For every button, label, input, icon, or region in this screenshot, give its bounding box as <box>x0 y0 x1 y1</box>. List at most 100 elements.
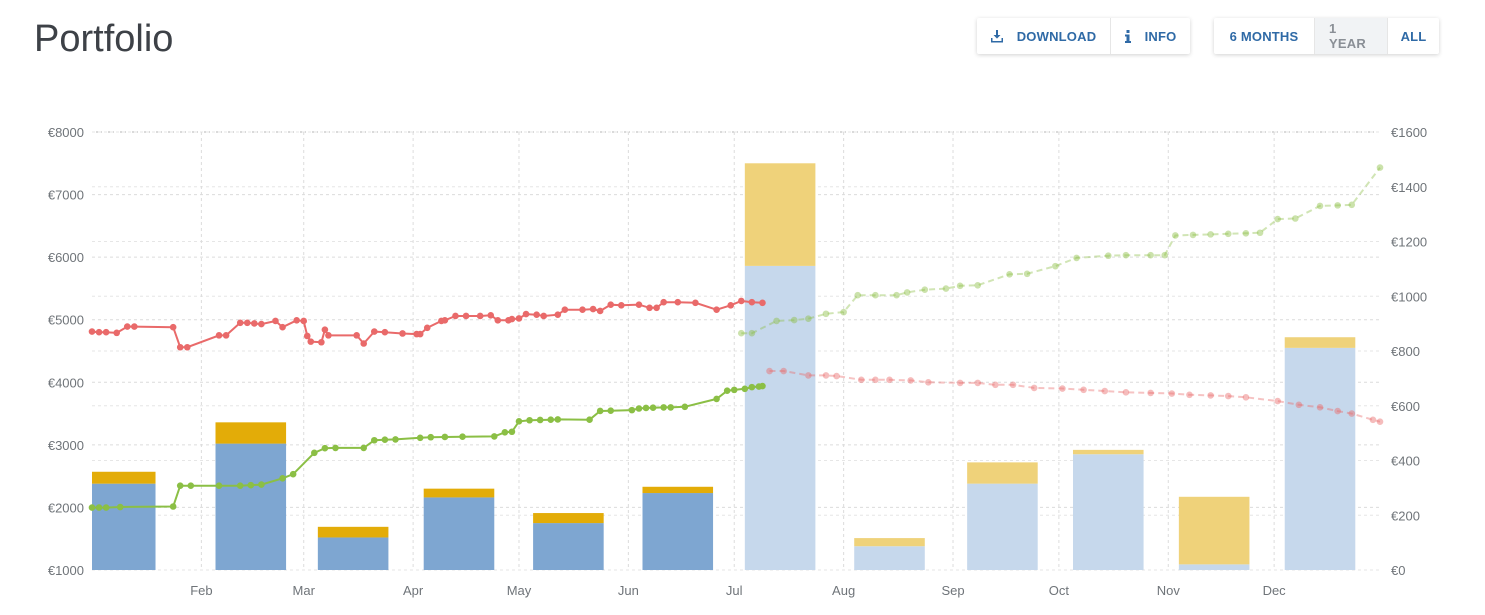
point-red <box>589 305 597 313</box>
point-red-projected <box>822 372 830 379</box>
point-green <box>586 416 593 424</box>
point-green-projected <box>854 291 862 299</box>
point-green-projected <box>1161 251 1169 259</box>
left-axis-tick-label: €7000 <box>48 188 84 203</box>
range-all-button[interactable]: ALL <box>1387 18 1439 54</box>
point-red <box>713 306 720 314</box>
point-red-projected <box>1207 392 1214 399</box>
point-green <box>392 436 399 443</box>
point-green <box>321 444 329 452</box>
point-red <box>674 298 682 306</box>
info-button[interactable]: INFO <box>1110 18 1190 54</box>
point-red <box>371 328 378 335</box>
point-red <box>561 306 569 314</box>
point-green-projected <box>1073 254 1080 262</box>
point-red <box>279 323 286 331</box>
point-red <box>646 304 653 312</box>
bar-base <box>1072 454 1144 570</box>
point-green <box>258 481 265 488</box>
point-green <box>515 418 523 425</box>
point-green <box>730 386 738 394</box>
range-button-group: 6 MONTHS 1 YEAR ALL <box>1214 18 1439 54</box>
chart-grid <box>92 131 1380 571</box>
export-button-group: DOWNLOAD INFO <box>977 18 1190 54</box>
bar-top <box>215 422 287 444</box>
point-red <box>522 310 530 318</box>
point-green <box>490 433 498 440</box>
point-green <box>547 416 555 424</box>
point-red-projected <box>1316 404 1324 411</box>
download-label: DOWNLOAD <box>1016 28 1097 44</box>
bar-top <box>642 486 714 494</box>
point-red-projected <box>780 367 787 375</box>
right-axis-tick-label: €800 <box>1391 344 1420 359</box>
point-red <box>113 329 121 337</box>
point-red <box>321 326 329 334</box>
point-green <box>459 433 466 440</box>
point-red-projected <box>1080 386 1087 394</box>
left-axis-tick-label: €5000 <box>48 313 84 328</box>
point-green-projected <box>1348 201 1356 209</box>
bar-top <box>423 488 495 498</box>
point-red-projected <box>956 379 964 387</box>
point-red <box>236 319 244 327</box>
point-green-projected <box>893 291 900 299</box>
x-axis-tick-label: Mar <box>293 583 316 598</box>
point-green <box>681 403 689 411</box>
point-green <box>332 444 339 452</box>
point-green-projected <box>974 282 982 289</box>
right-axis-tick-label: €1000 <box>1391 289 1427 304</box>
point-green <box>635 405 643 412</box>
point-green-projected <box>921 286 929 293</box>
line-series-green-projected <box>741 166 1381 335</box>
point-red-projected <box>1224 392 1232 400</box>
bar-top <box>1178 496 1250 565</box>
x-axis-tick-label: May <box>507 583 532 598</box>
point-green-projected <box>1189 231 1197 239</box>
bar-base <box>642 493 714 570</box>
range-6-months-button[interactable]: 6 MONTHS <box>1229 28 1299 44</box>
point-green-projected <box>1122 251 1130 259</box>
point-red-projected <box>992 381 999 389</box>
point-green <box>536 416 544 424</box>
point-green <box>360 444 368 452</box>
point-red <box>293 317 300 324</box>
point-green <box>381 436 389 443</box>
point-red <box>176 343 184 351</box>
download-button[interactable]: DOWNLOAD <box>977 18 1110 54</box>
x-axis-tick-label: Jun <box>618 583 639 598</box>
left-axis-tick-label: €3000 <box>48 438 84 453</box>
point-green <box>759 382 766 390</box>
point-red-projected <box>1009 381 1017 389</box>
bar-base <box>317 537 389 570</box>
point-green-projected <box>1207 231 1214 238</box>
point-red <box>660 298 667 306</box>
point-green-projected <box>1274 215 1281 223</box>
point-red <box>102 328 110 336</box>
point-green <box>748 383 756 391</box>
point-red <box>258 320 265 328</box>
x-axis-tick-label: Sep <box>941 583 964 598</box>
chart-bars <box>92 163 1356 570</box>
left-axis-tick-label: €1000 <box>48 563 84 578</box>
point-green-projected <box>1334 202 1341 209</box>
bar-base <box>215 443 287 570</box>
line-series-red <box>91 299 763 349</box>
point-green-projected <box>1242 229 1250 237</box>
point-green <box>649 404 657 411</box>
point-green <box>628 406 636 414</box>
point-green <box>311 449 318 457</box>
point-green-projected <box>737 329 745 337</box>
point-green-projected <box>805 315 812 322</box>
range-1-year-button[interactable]: 1 YEAR <box>1314 18 1387 54</box>
point-red <box>251 320 258 327</box>
point-green <box>187 482 195 489</box>
point-green-projected <box>942 285 950 292</box>
point-green-projected <box>773 317 780 325</box>
point-green <box>596 407 604 415</box>
point-green-projected <box>1224 230 1232 238</box>
point-red <box>123 323 131 330</box>
point-red <box>353 332 360 339</box>
point-green <box>741 385 749 393</box>
